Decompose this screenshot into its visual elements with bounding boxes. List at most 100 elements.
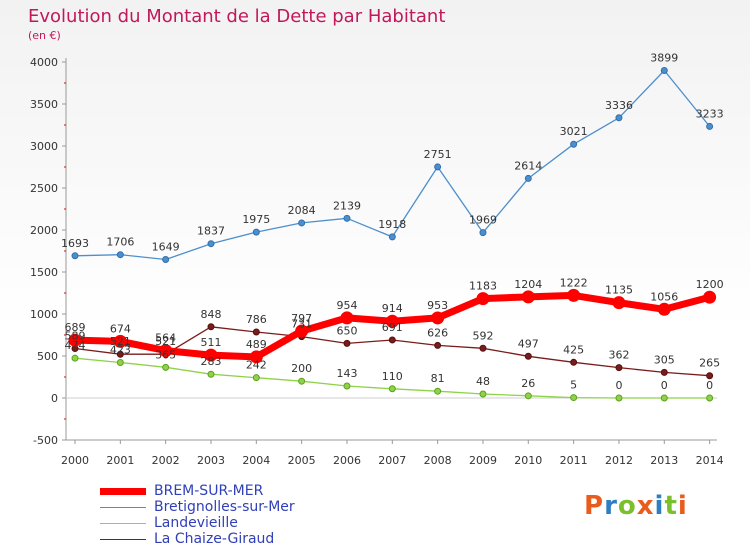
data-point [660, 368, 668, 376]
y-tick-label: 500 [37, 350, 58, 363]
data-label: 365 [155, 348, 176, 361]
data-point [116, 251, 124, 259]
proxiti-logo: Proxiti [584, 491, 688, 521]
data-point [657, 302, 671, 316]
data-label: 423 [110, 343, 131, 356]
data-label: 1975 [242, 213, 270, 226]
data-label: 143 [336, 367, 357, 380]
data-label: 564 [155, 332, 176, 345]
legend-swatch [100, 488, 146, 495]
data-point [521, 290, 535, 304]
y-tick-label: 1500 [30, 266, 58, 279]
data-point [343, 339, 351, 347]
legend-label: La Chaize-Giraud [154, 531, 275, 547]
data-point [252, 328, 260, 336]
data-point [434, 341, 442, 349]
data-point [434, 387, 442, 395]
data-label: 474 [65, 339, 86, 352]
data-label: 786 [246, 313, 267, 326]
y-tick-label: 3500 [30, 98, 58, 111]
data-point [388, 336, 396, 344]
x-tick-label: 2013 [650, 454, 678, 467]
data-label: 362 [608, 349, 629, 362]
data-label: 3899 [650, 51, 678, 64]
data-point [570, 394, 578, 402]
data-point [479, 344, 487, 352]
legend-label: Bretignolles-sur-Mer [154, 499, 295, 515]
x-tick-label: 2007 [378, 454, 406, 467]
data-point [615, 394, 623, 402]
data-point [159, 344, 173, 358]
data-point [660, 394, 668, 402]
y-tick-label: 2500 [30, 182, 58, 195]
data-point [524, 174, 532, 182]
data-label: 5 [570, 379, 577, 392]
data-label: 1918 [378, 218, 406, 231]
x-tick-label: 2012 [605, 454, 633, 467]
x-tick-label: 2003 [197, 454, 225, 467]
chart-title: Evolution du Montant de la Dette par Hab… [28, 6, 446, 27]
data-label: 914 [382, 302, 403, 315]
data-label: 691 [382, 321, 403, 334]
data-label: 2139 [333, 199, 361, 212]
y-tick-label: 4000 [30, 56, 58, 69]
x-tick-label: 2010 [514, 454, 542, 467]
data-point [207, 240, 215, 248]
data-point [706, 372, 714, 380]
data-label: 592 [472, 329, 493, 342]
data-point [116, 358, 124, 366]
data-point [249, 350, 263, 364]
x-tick-label: 2005 [288, 454, 316, 467]
data-label: 3336 [605, 99, 633, 112]
data-point [252, 374, 260, 382]
data-label: 497 [518, 337, 539, 350]
data-point [615, 364, 623, 372]
legend-label: BREM-SUR-MER [154, 483, 264, 499]
data-point [162, 255, 170, 263]
data-label: 265 [699, 357, 720, 370]
data-label: 0 [706, 379, 713, 392]
data-point [706, 122, 714, 130]
data-label: 1693 [61, 237, 89, 250]
data-label: 81 [431, 372, 445, 385]
data-point [162, 363, 170, 371]
logo-letter: i [654, 491, 665, 521]
data-label: 1204 [514, 278, 542, 291]
y-tick-label: 0 [51, 392, 58, 405]
x-tick-label: 2000 [61, 454, 89, 467]
legend-swatch [100, 539, 146, 540]
x-tick-label: 2008 [424, 454, 452, 467]
data-label: 305 [654, 353, 675, 366]
chart-unit: (en €) [28, 29, 61, 42]
data-point [343, 214, 351, 222]
data-label: 283 [200, 355, 221, 368]
data-label: 0 [615, 379, 622, 392]
data-label: 242 [246, 359, 267, 372]
data-point [570, 358, 578, 366]
data-point [298, 219, 306, 227]
data-label: 953 [427, 299, 448, 312]
data-label: 425 [563, 343, 584, 356]
data-point [703, 290, 717, 304]
data-label: 731 [291, 318, 312, 331]
data-label: 589 [65, 330, 86, 343]
x-tick-label: 2002 [152, 454, 180, 467]
data-point [476, 292, 490, 306]
data-point [570, 140, 578, 148]
x-tick-label: 2009 [469, 454, 497, 467]
x-tick-label: 2011 [560, 454, 588, 467]
data-label: 2614 [514, 159, 542, 172]
data-label: 1706 [106, 236, 134, 249]
data-point [479, 229, 487, 237]
legend-label: Landevieille [154, 515, 238, 531]
data-label: 1837 [197, 225, 225, 238]
data-point [71, 354, 79, 362]
data-point [71, 252, 79, 260]
data-label: 1056 [650, 290, 678, 303]
data-point [340, 311, 354, 325]
data-point [295, 324, 309, 338]
y-tick-label: 1000 [30, 308, 58, 321]
data-point [434, 163, 442, 171]
data-label: 0 [661, 379, 668, 392]
